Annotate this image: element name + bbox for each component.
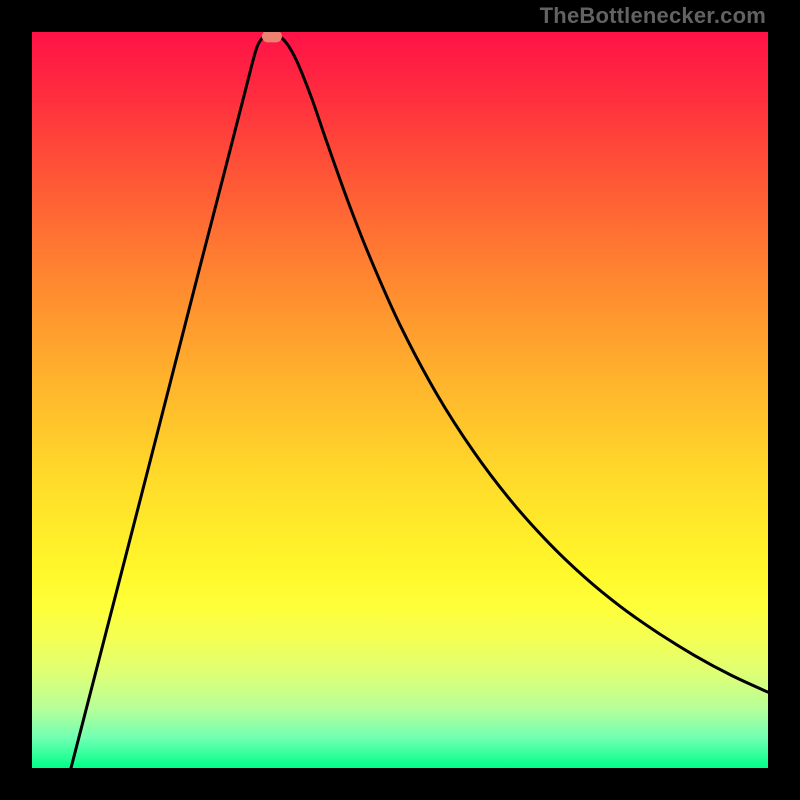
curve-layer: [32, 32, 768, 768]
bottleneck-curve: [71, 34, 768, 768]
minimum-marker: [262, 32, 282, 42]
plot-area: [32, 32, 768, 768]
watermark-text: TheBottlenecker.com: [540, 3, 766, 29]
chart-container: TheBottlenecker.com: [0, 0, 800, 800]
